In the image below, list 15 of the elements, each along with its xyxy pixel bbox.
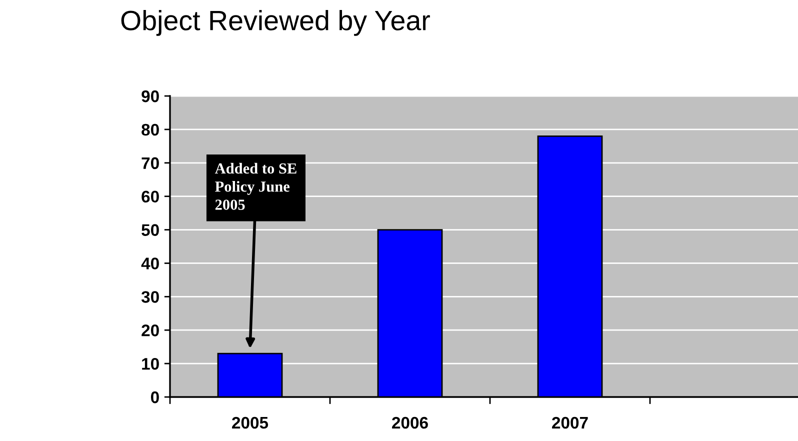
x-tick-label: 2006 bbox=[392, 416, 428, 429]
y-tick-label: 50 bbox=[142, 224, 159, 236]
y-tick-label: 60 bbox=[142, 190, 159, 203]
y-tick-label: 70 bbox=[142, 157, 159, 170]
y-tick-label: 90 bbox=[142, 90, 159, 102]
y-tick-label: 80 bbox=[142, 124, 159, 136]
y-tick-label: 40 bbox=[141, 258, 159, 270]
y-tick-label: 20 bbox=[142, 324, 159, 336]
y-tick-label: 10 bbox=[142, 358, 159, 370]
x-tick-label: 2005 bbox=[232, 416, 268, 429]
annotation: Added to SE Policy June 2005 bbox=[214, 162, 296, 210]
chart-title: Object Reviewed by Year bbox=[121, 10, 430, 36]
x-tick-label: 2007 bbox=[552, 416, 588, 429]
y-tick-label: 30 bbox=[141, 291, 159, 303]
y-tick-label: 0 bbox=[150, 391, 159, 404]
